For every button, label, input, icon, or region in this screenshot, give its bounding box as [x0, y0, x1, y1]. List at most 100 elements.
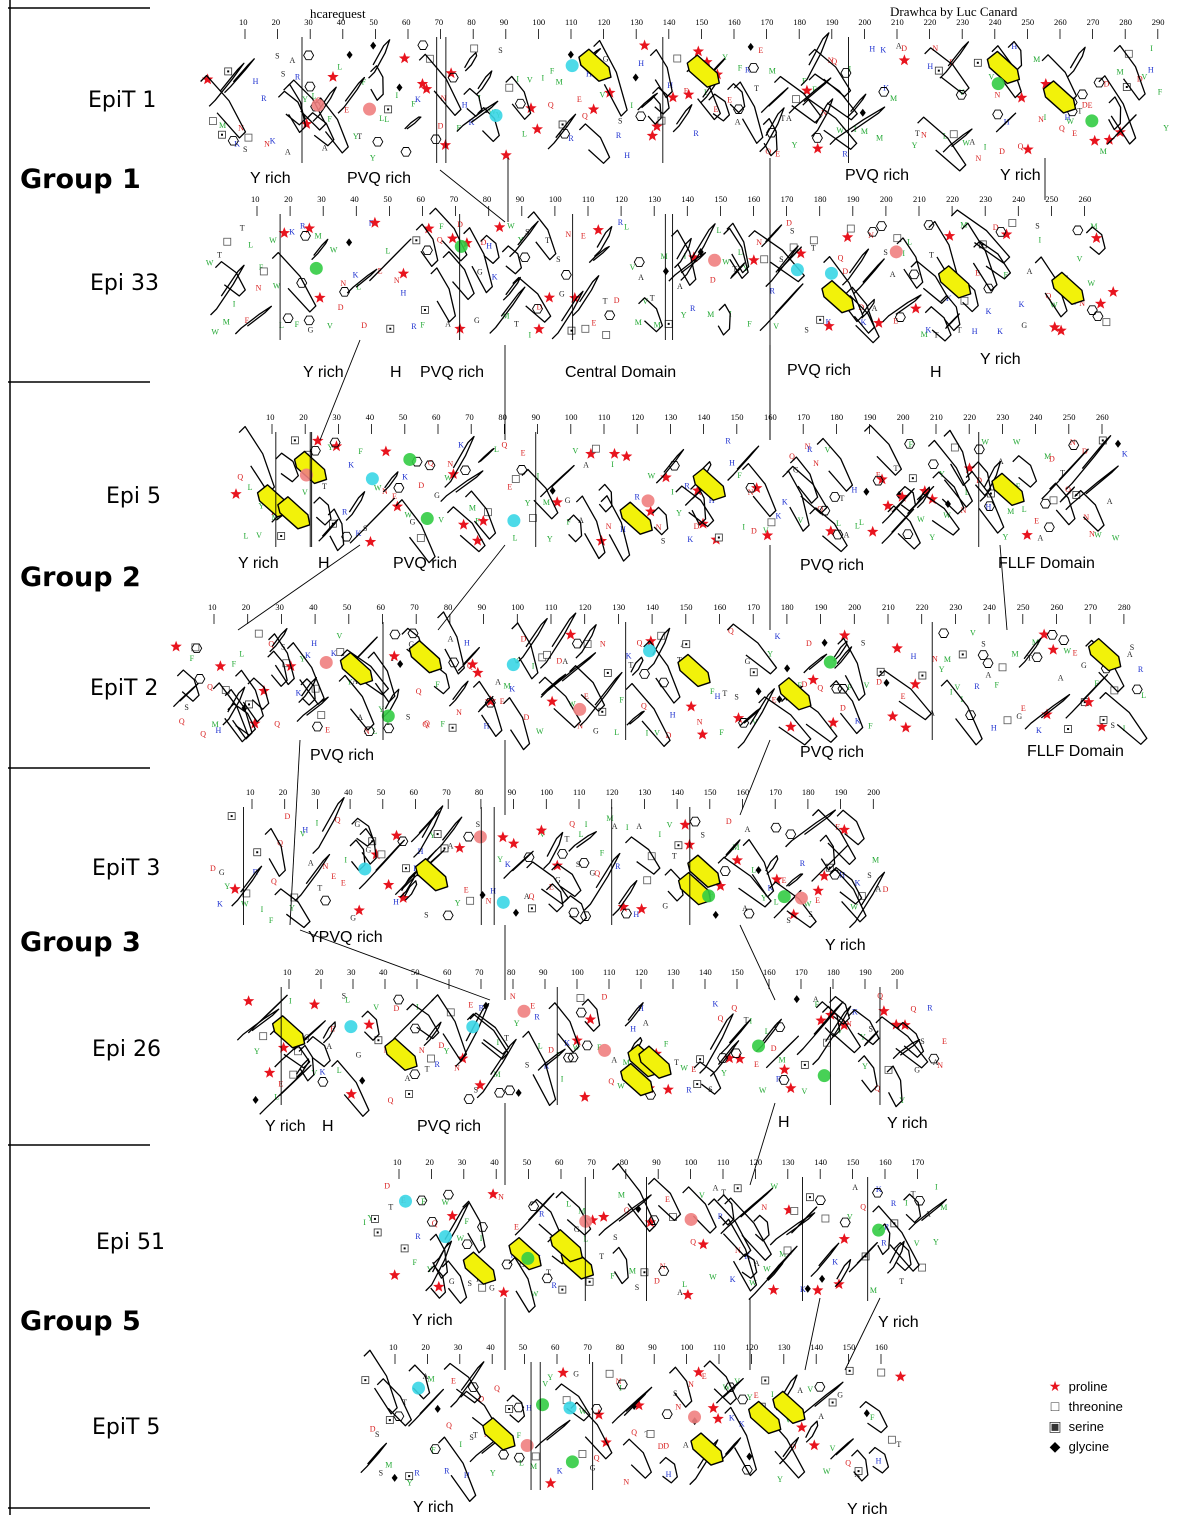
tick-label: 130: [612, 602, 625, 612]
residue-letter: M: [427, 1375, 434, 1384]
proline-star: [1055, 324, 1067, 336]
residue-letter: N: [932, 654, 938, 663]
hydrophobic-cluster-outline: [939, 41, 970, 79]
hydrophobic-cluster-outline: [727, 445, 760, 481]
residue-letter: R: [616, 131, 622, 140]
residue-letter: H: [400, 288, 406, 297]
residue-letter: D: [999, 147, 1005, 156]
residue-letter: I: [619, 1384, 622, 1393]
proline-star: [890, 1018, 902, 1030]
residue-letter: V: [373, 1003, 379, 1012]
tick-label: 40: [486, 1342, 495, 1352]
domain-label: Y rich: [878, 1314, 919, 1331]
hydrophobic-cluster-outline: [370, 65, 384, 101]
hydrophobic-cluster-outline: [568, 831, 597, 852]
serine-dot: [404, 867, 407, 870]
hydrophobic-cluster-outline: [674, 237, 692, 269]
serine-dot: [436, 833, 439, 836]
hexagon-residue: [785, 829, 797, 840]
tick-label: 80: [620, 1157, 629, 1167]
domain-label: PVQ rich: [800, 557, 864, 574]
residue-letter: I: [261, 905, 264, 914]
threonine-square: [377, 850, 386, 859]
residue-letter: K: [832, 1258, 838, 1267]
residue-letter: S: [275, 51, 279, 60]
serine-dot: [961, 653, 964, 656]
hydrophobic-cluster-outline: [965, 470, 1005, 534]
hydrophobic-cluster-outline: [624, 1002, 644, 1027]
hexagon-residue: [745, 482, 757, 493]
hydrophobic-cluster-outline: [612, 1246, 629, 1285]
hexagon-residue: [1072, 225, 1084, 236]
residue-letter: T: [929, 250, 934, 259]
hexagon-residue: [658, 1266, 670, 1276]
residue-letter: E: [464, 886, 469, 895]
residue-letter: T: [650, 293, 655, 302]
legend-label: glycine: [1068, 1439, 1110, 1454]
residue-letter: D: [883, 885, 889, 894]
hydrophobic-cluster-outline: [588, 245, 610, 264]
residue-letter: A: [844, 530, 850, 539]
residue-letter: K: [986, 307, 992, 316]
hexagon-residue: [927, 459, 939, 470]
residue-letter: M: [732, 843, 739, 852]
residue-letter: Q: [690, 1238, 696, 1247]
residue-letter: L: [379, 114, 384, 123]
group-label: Group 1: [20, 164, 141, 195]
domain-label: Central Domain: [565, 364, 676, 381]
hydrophobic-cluster-outline: [724, 1197, 772, 1261]
residue-highlight: [344, 1020, 358, 1034]
domain-label: Y rich: [825, 937, 866, 954]
hexagon-residue: [575, 1007, 587, 1018]
residue-letter: W: [211, 328, 219, 337]
hexagon-residue: [407, 628, 419, 639]
residue-letter: K: [402, 472, 408, 481]
residue-letter: Q: [845, 1459, 851, 1468]
residue-letter: D: [210, 864, 216, 873]
proline-star: [838, 1233, 850, 1244]
hydrophobic-cluster-outline: [924, 47, 970, 95]
hexagon-residue: [908, 269, 920, 280]
residue-letter: V: [989, 73, 995, 82]
proline-star: [592, 224, 604, 235]
residue-letter: G: [366, 846, 372, 855]
proline-star: [587, 103, 600, 115]
tick-label: 120: [615, 194, 628, 204]
residue-letter: G: [590, 868, 596, 877]
residue-letter: A: [448, 842, 454, 851]
hydrophobic-cluster-outline: [637, 92, 658, 111]
residue-letter: I: [497, 1038, 500, 1047]
residue-letter: Q: [641, 701, 647, 710]
serine-dot: [696, 1083, 699, 1086]
hydrophobic-cluster-outline: [723, 839, 741, 859]
residue-letter: H: [462, 100, 468, 109]
hexagon-residue: [977, 650, 989, 660]
serine-dot: [423, 308, 426, 311]
residue-letter: W: [507, 222, 515, 231]
residue-letter: N: [1038, 115, 1044, 124]
hexagon-residue: [1039, 498, 1052, 509]
residue-letter: W: [273, 282, 281, 291]
residue-letter: W: [763, 1264, 771, 1273]
serine-dot: [561, 1288, 564, 1291]
residue-letter: M: [779, 1250, 786, 1259]
residue-highlight: [643, 644, 657, 658]
residue-letter: N: [340, 279, 346, 288]
glycine-diamond: [512, 908, 519, 917]
tick-label: 130: [664, 412, 677, 422]
residue-letter: H: [1148, 66, 1154, 75]
glycine-diamond: [863, 487, 870, 496]
residue-letter: I: [671, 487, 674, 496]
residue-letter: H: [1011, 42, 1017, 51]
residue-letter: E: [549, 882, 554, 891]
glycine-diamond: [396, 83, 403, 92]
hydrophobic-cluster-outline: [349, 497, 395, 544]
residue-letter: Y: [862, 1062, 868, 1071]
hydrophobic-cluster-outline: [1085, 639, 1125, 693]
proline-star: [723, 1052, 736, 1064]
serine-dot: [293, 439, 296, 442]
tick-label: 150: [704, 787, 717, 797]
residue-letter: F: [411, 100, 416, 109]
residue-highlight: [790, 263, 804, 277]
